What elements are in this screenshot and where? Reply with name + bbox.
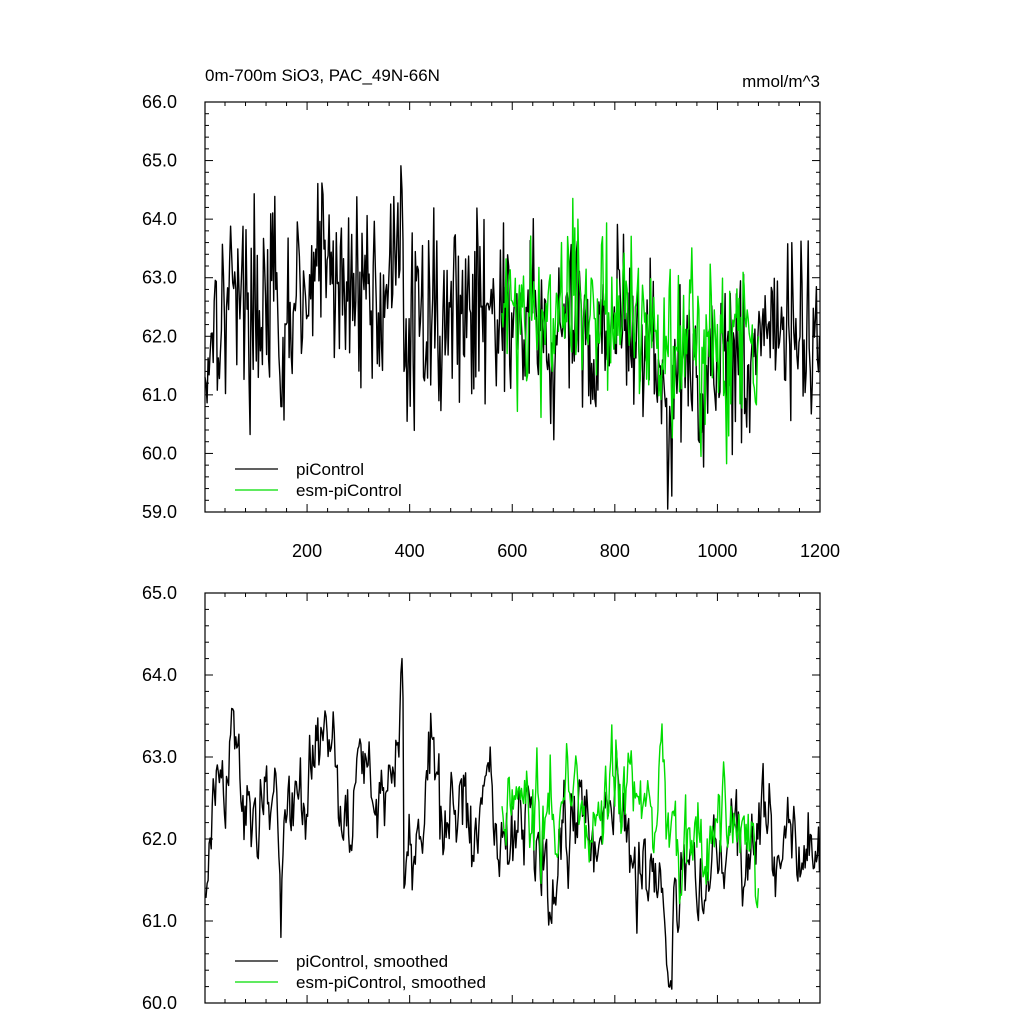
y-tick-label: 66.0 <box>142 92 177 112</box>
chart-title: 0m-700m SiO3, PAC_49N-66N <box>205 66 440 85</box>
plot-frame <box>204 101 821 513</box>
top-legend: piControl esm-piControl <box>235 460 402 500</box>
bottom-tick-labels: 60.0 61.0 62.0 63.0 64.0 65.0 <box>142 583 177 1013</box>
series-line-esm-picontrol <box>501 723 760 909</box>
y-tick-label: 61.0 <box>142 911 177 931</box>
x-tick-label: 200 <box>292 541 322 561</box>
y-tick-label: 64.0 <box>142 209 177 229</box>
y-tick-label: 64.0 <box>142 665 177 685</box>
bottom-legend: piControl, smoothed esm-piControl, smoot… <box>235 952 486 992</box>
legend-label-esm-picontrol: esm-piControl <box>296 481 402 500</box>
x-tick-label: 400 <box>395 541 425 561</box>
y-tick-label: 63.0 <box>142 747 177 767</box>
top-axes <box>204 101 821 513</box>
x-tick-label: 600 <box>497 541 527 561</box>
bottom-axes <box>204 592 821 1004</box>
y-tick-label: 61.0 <box>142 385 177 405</box>
y-tick-label: 60.0 <box>142 443 177 463</box>
series-line-picontrol <box>204 657 821 990</box>
y-tick-label: 59.0 <box>142 502 177 522</box>
bottom-series-lines <box>204 657 821 990</box>
x-tick-label: 1200 <box>800 541 840 561</box>
y-tick-label: 65.0 <box>142 583 177 603</box>
x-tick-label: 800 <box>600 541 630 561</box>
legend-label-esm-picontrol-smoothed: esm-piControl, smoothed <box>296 973 486 992</box>
top-tick-labels: 59.0 60.0 61.0 62.0 63.0 64.0 65.0 66.0 200 400 60… <box>142 92 840 561</box>
y-tick-label: 65.0 <box>142 151 177 171</box>
y-tick-label: 60.0 <box>142 993 177 1013</box>
y-tick-label: 63.0 <box>142 268 177 288</box>
units-label: mmol/m^3 <box>742 72 820 91</box>
y-tick-label: 62.0 <box>142 829 177 849</box>
legend-label-picontrol: piControl <box>296 460 364 479</box>
top-panel: 0m-700m SiO3, PAC_49N-66N mmol/m^3 59.0 6… <box>142 66 840 561</box>
x-tick-label: 1000 <box>697 541 737 561</box>
legend-label-picontrol-smoothed: piControl, smoothed <box>296 952 448 971</box>
bottom-panel: 60.0 61.0 62.0 63.0 64.0 65.0 piControl, smoo… <box>142 583 821 1013</box>
top-series-lines <box>204 165 821 510</box>
series-line-esm-picontrol <box>501 197 760 465</box>
y-tick-label: 62.0 <box>142 326 177 346</box>
